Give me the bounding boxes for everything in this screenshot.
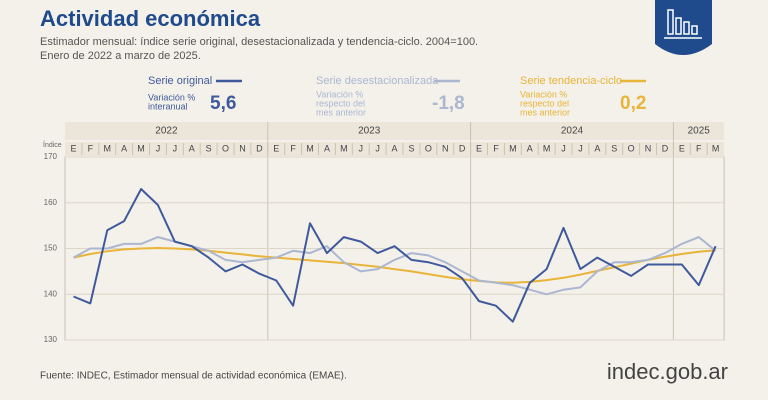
year-label: 2023: [358, 126, 381, 137]
x-tick-label: D: [662, 143, 669, 153]
x-tick-label: M: [712, 143, 720, 153]
stat-label: mes anterior: [520, 107, 570, 117]
y-axis-label: Índice: [43, 140, 62, 149]
x-tick-label: N: [645, 143, 652, 153]
x-tick-label: A: [392, 143, 398, 153]
stat-label: Variación %: [316, 89, 363, 99]
x-tick-label: M: [104, 143, 112, 153]
stat-label: Variación %: [520, 89, 567, 99]
x-tick-label: M: [306, 143, 314, 153]
x-tick-label: O: [628, 143, 635, 153]
x-tick-label: M: [340, 143, 348, 153]
subtitle: Estimador mensual: índice serie original…: [40, 36, 478, 48]
subtitle: Enero de 2022 a marzo de 2025.: [40, 50, 201, 62]
x-tick-label: E: [70, 143, 76, 153]
x-tick-label: D: [256, 143, 263, 153]
stat-value: -1,8: [432, 93, 465, 114]
year-label: 2024: [561, 126, 584, 137]
x-tick-label: J: [578, 143, 583, 153]
title: Actividad económica: [40, 6, 261, 31]
x-tick-label: O: [425, 143, 432, 153]
icon: [655, 0, 712, 55]
stat-label: mes anterior: [316, 107, 366, 117]
series-line: [73, 247, 716, 284]
x-tick-label: N: [239, 143, 246, 153]
x-tick-label: A: [594, 143, 600, 153]
stat-label: Variación %: [148, 92, 195, 102]
x-tick-label: F: [493, 143, 499, 153]
x-tick-label: E: [476, 143, 482, 153]
series-line: [73, 188, 717, 323]
x-tick-label: J: [375, 143, 380, 153]
year-label: 2025: [688, 126, 711, 137]
x-tick-label: S: [206, 143, 212, 153]
y-tick-label: 130: [44, 335, 58, 344]
x-tick-label: M: [137, 143, 145, 153]
x-tick-label: S: [408, 143, 414, 153]
stat-value: 5,6: [210, 93, 236, 114]
x-tick-label: F: [696, 143, 702, 153]
x-tick-label: A: [527, 143, 533, 153]
x-tick-label: E: [679, 143, 685, 153]
logo: indec.gob.ar: [607, 359, 728, 384]
x-tick-label: J: [156, 143, 161, 153]
x-tick-label: M: [543, 143, 551, 153]
x-tick-label: D: [459, 143, 466, 153]
x-tick-label: J: [359, 143, 364, 153]
x-tick-label: A: [189, 143, 195, 153]
x-tick-label: F: [290, 143, 296, 153]
x-tick-label: F: [88, 143, 94, 153]
x-tick-label: O: [222, 143, 229, 153]
x-tick-label: M: [509, 143, 517, 153]
stat-label: respecto del: [316, 98, 365, 108]
y-tick-label: 140: [44, 289, 58, 298]
x-tick-label: S: [611, 143, 617, 153]
legend-label: Serie original: [148, 75, 212, 87]
year-label: 2022: [155, 126, 178, 137]
stat-label: respecto del: [520, 98, 569, 108]
x-tick-label: A: [324, 143, 330, 153]
x-tick-label: E: [273, 143, 279, 153]
month-strip: [65, 142, 725, 156]
stat-label: interanual: [148, 101, 188, 111]
y-tick-label: 160: [44, 198, 58, 207]
x-tick-label: N: [442, 143, 449, 153]
x-tick-label: A: [121, 143, 127, 153]
source: Fuente: INDEC, Estimador mensual de acti…: [40, 371, 347, 382]
legend-label: Serie desestacionalizada: [316, 75, 439, 87]
year-strip: [65, 122, 725, 140]
y-tick-label: 150: [44, 244, 58, 253]
legend-label: Serie tendencia-ciclo: [520, 75, 622, 87]
x-tick-label: J: [561, 143, 566, 153]
x-tick-label: J: [173, 143, 178, 153]
stat-value: 0,2: [620, 93, 646, 114]
y-tick-label: 170: [44, 152, 58, 161]
